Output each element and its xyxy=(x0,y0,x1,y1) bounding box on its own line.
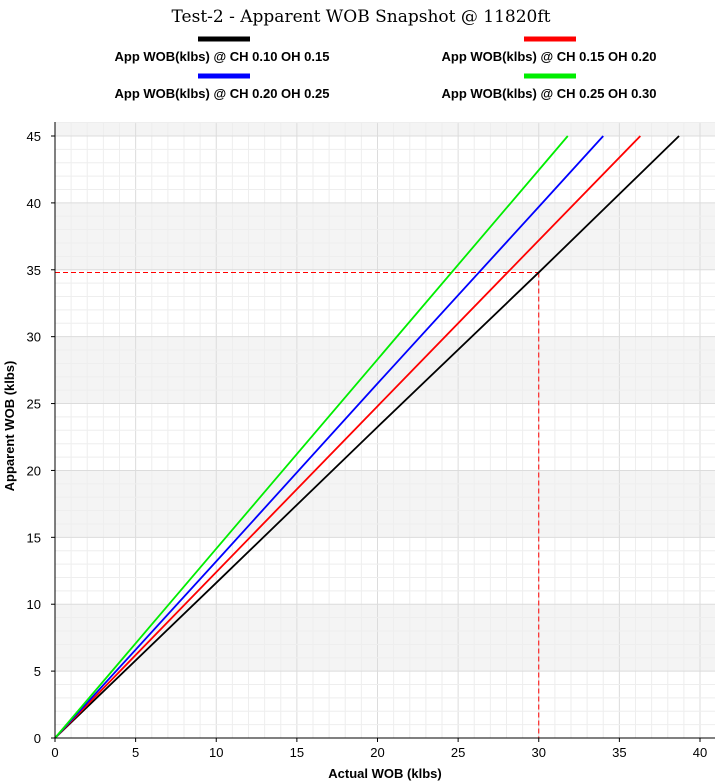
y-tick-label: 0 xyxy=(34,731,41,746)
x-tick-label: 40 xyxy=(693,745,707,760)
axes xyxy=(54,122,715,739)
y-tick-label: 45 xyxy=(27,129,41,144)
reference-lines xyxy=(55,271,540,738)
plot-band xyxy=(55,336,715,404)
y-tick-label: 30 xyxy=(27,330,41,345)
plot-band xyxy=(55,470,715,538)
x-tick-label: 0 xyxy=(51,745,58,760)
legend-label: App WOB(klbs) @ CH 0.15 OH 0.20 xyxy=(442,49,657,64)
series-line-4 xyxy=(54,135,569,739)
y-tick-label: 10 xyxy=(27,597,41,612)
y-tick-label: 40 xyxy=(27,196,41,211)
x-tick-label: 20 xyxy=(370,745,384,760)
plot-band xyxy=(55,122,715,136)
legend-label: App WOB(klbs) @ CH 0.10 OH 0.15 xyxy=(115,49,330,64)
x-axis-ticks: 0 5 10 15 20 25 30 35 40 xyxy=(51,738,707,760)
x-tick-label: 5 xyxy=(132,745,139,760)
grid xyxy=(54,122,715,739)
y-axis-ticks: 0 5 10 15 20 25 30 35 40 45 xyxy=(27,129,55,746)
x-tick-label: 15 xyxy=(290,745,304,760)
y-tick-label: 5 xyxy=(34,664,41,679)
x-tick-label: 35 xyxy=(612,745,626,760)
legend-label: App WOB(klbs) @ CH 0.25 OH 0.30 xyxy=(442,86,657,101)
y-tick-label: 20 xyxy=(27,463,41,478)
x-tick-label: 30 xyxy=(532,745,546,760)
series-line-2 xyxy=(54,135,641,739)
y-axis-label: Apparent WOB (klbs) xyxy=(2,361,17,492)
series-line-3 xyxy=(54,135,604,739)
chart-title: Test-2 - Apparent WOB Snapshot @ 11820ft xyxy=(172,7,551,27)
x-tick-label: 10 xyxy=(209,745,223,760)
plot-band xyxy=(55,604,715,672)
plot-band xyxy=(55,202,715,270)
legend: App WOB(klbs) @ CH 0.10 OH 0.15 App WOB(k… xyxy=(115,36,657,101)
x-axis-label: Actual WOB (klbs) xyxy=(328,766,441,781)
x-tick-label: 25 xyxy=(451,745,465,760)
series-group xyxy=(54,135,680,739)
legend-label: App WOB(klbs) @ CH 0.20 OH 0.25 xyxy=(115,86,330,101)
y-tick-label: 15 xyxy=(27,530,41,545)
y-tick-label: 35 xyxy=(27,263,41,278)
series-line-1 xyxy=(54,135,680,739)
y-tick-label: 25 xyxy=(27,397,41,412)
